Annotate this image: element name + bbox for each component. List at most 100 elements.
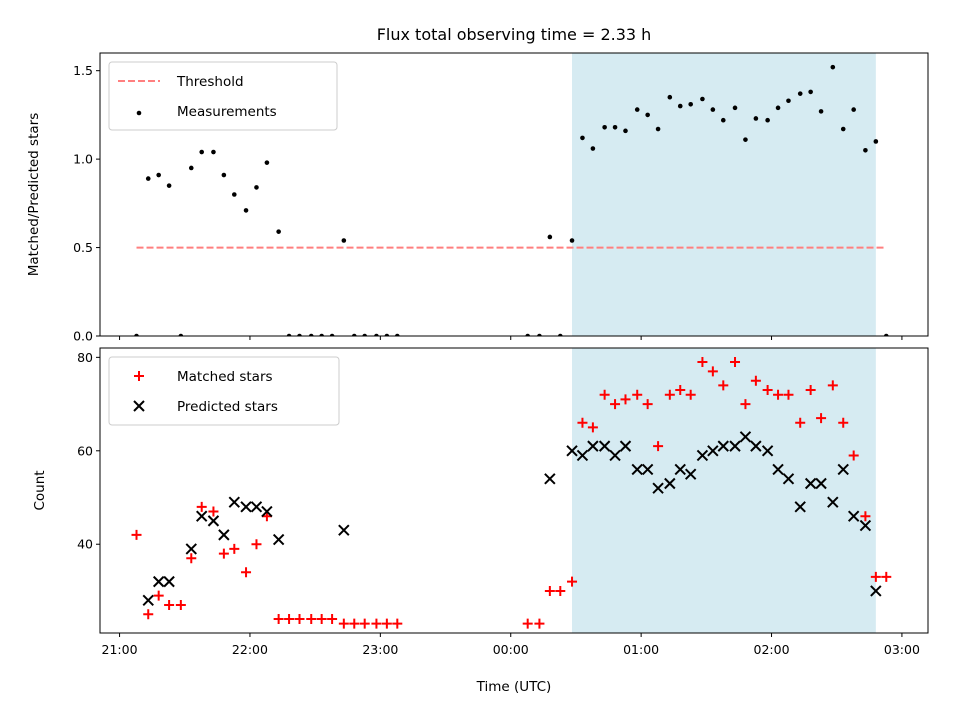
predicted-star-point xyxy=(641,463,654,476)
matched-star-point xyxy=(632,389,643,400)
predicted-star-point xyxy=(272,533,285,546)
matched-star-point xyxy=(773,389,784,400)
measurement-point xyxy=(808,89,813,95)
predicted-star-point xyxy=(750,440,762,452)
predicted-star-point xyxy=(207,515,220,527)
matched-star-point xyxy=(544,585,555,596)
predicted-star-point xyxy=(185,543,197,555)
matched-star-point xyxy=(740,399,751,410)
legend-label: Threshold xyxy=(176,74,244,90)
x-tick-label: 02:00 xyxy=(754,642,790,657)
matched-star-point xyxy=(718,380,729,391)
measurement-point xyxy=(134,333,139,336)
matched-star-point xyxy=(848,450,859,461)
measurement-point xyxy=(525,333,530,336)
y-tick-label: 1.0 xyxy=(73,152,93,167)
axes-frame xyxy=(99,52,929,337)
matched-star-point xyxy=(196,501,207,512)
measurement-point xyxy=(188,165,194,171)
matched-star-point xyxy=(522,618,533,629)
matched-star-point xyxy=(816,413,827,424)
matched-star-point xyxy=(153,590,164,601)
measurement-point xyxy=(765,117,770,123)
measurement-point xyxy=(319,333,324,336)
matched-star-point xyxy=(685,389,696,400)
matched-star-point xyxy=(827,380,838,391)
matched-star-point xyxy=(251,539,262,550)
measurement-point xyxy=(786,98,791,104)
x-tick-label: 21:00 xyxy=(102,642,138,657)
measurement-point xyxy=(254,185,259,190)
matched-star-point xyxy=(555,585,566,596)
predicted-star-point xyxy=(152,575,165,588)
measurement-point xyxy=(308,333,314,336)
matched-star-point xyxy=(229,543,240,554)
predicted-star-point xyxy=(739,431,752,443)
measurement-point xyxy=(362,333,367,336)
predicted-star-point xyxy=(218,529,230,541)
predicted-star-point xyxy=(609,449,621,462)
predicted-star-point xyxy=(729,440,741,452)
predicted-star-point xyxy=(195,510,208,522)
predicted-star-point xyxy=(250,501,263,513)
measurement-point xyxy=(384,333,390,336)
matched-star-point xyxy=(306,613,317,624)
measurement-point xyxy=(232,192,237,197)
predicted-star-point xyxy=(782,473,795,485)
matched-star-point xyxy=(186,553,197,564)
measurement-point xyxy=(329,333,335,336)
predicted-star-point xyxy=(837,463,849,476)
observing-window xyxy=(572,348,876,633)
matched-star-point xyxy=(577,417,588,428)
measurement-point xyxy=(351,333,357,336)
chart-title: Flux total observing time = 2.33 h xyxy=(377,25,652,44)
matched-star-point xyxy=(294,613,305,624)
plot-area xyxy=(134,64,889,336)
measurement-point xyxy=(743,137,748,142)
measurement-point xyxy=(612,124,618,130)
measurement-point xyxy=(863,147,868,153)
measurement-point xyxy=(775,105,781,111)
matched-star-point xyxy=(359,618,370,629)
panel-ratio: 0.0 0.5 1.0 1.5 Matched/Predicted stars Thres… xyxy=(26,52,929,344)
predicted-star-point xyxy=(240,501,252,513)
predicted-star-point xyxy=(576,449,589,462)
predicted-star-point xyxy=(674,463,686,476)
matched-star-point xyxy=(371,618,382,629)
y-tick-label: 0.5 xyxy=(73,240,93,255)
observing-window xyxy=(572,53,876,336)
x-tick-label: 22:00 xyxy=(232,642,268,657)
measurement-point xyxy=(688,101,693,107)
predicted-star-point xyxy=(566,445,578,457)
predicted-star-point xyxy=(717,440,729,452)
matched-star-point xyxy=(143,609,154,620)
panel-counts: 40 60 80 21:00 22:00 23:00 00:00 01:00 02:00 03:0… xyxy=(32,347,929,657)
matched-star-point xyxy=(838,417,849,428)
matched-star-point xyxy=(620,394,631,405)
matched-star-point xyxy=(164,599,175,610)
x-tick-label: 03:00 xyxy=(884,642,920,657)
y-tick-label: 0.0 xyxy=(73,329,93,344)
measurement-point xyxy=(341,238,347,243)
predicted-star-point xyxy=(142,594,154,607)
matched-star-point xyxy=(338,618,349,629)
axes-frame xyxy=(99,347,929,634)
x-tick-label: 00:00 xyxy=(493,642,529,657)
measurement-point xyxy=(818,109,824,114)
predicted-star-point xyxy=(804,477,817,490)
matched-star-point xyxy=(870,571,881,582)
y-tick-label: 1.5 xyxy=(73,63,93,78)
measurement-point xyxy=(753,116,759,121)
matched-star-point xyxy=(273,613,284,624)
measurement-point xyxy=(276,229,281,234)
matched-star-point xyxy=(707,366,718,377)
x-axis-label: Time (UTC) xyxy=(476,679,552,695)
predicted-star-point xyxy=(587,440,599,452)
predicted-star-point xyxy=(847,510,860,522)
matched-star-point xyxy=(567,576,578,587)
measurement-point xyxy=(297,333,302,336)
legend-label: Predicted stars xyxy=(177,399,278,415)
predicted-star-point xyxy=(619,440,632,452)
matched-star-point xyxy=(218,548,229,559)
